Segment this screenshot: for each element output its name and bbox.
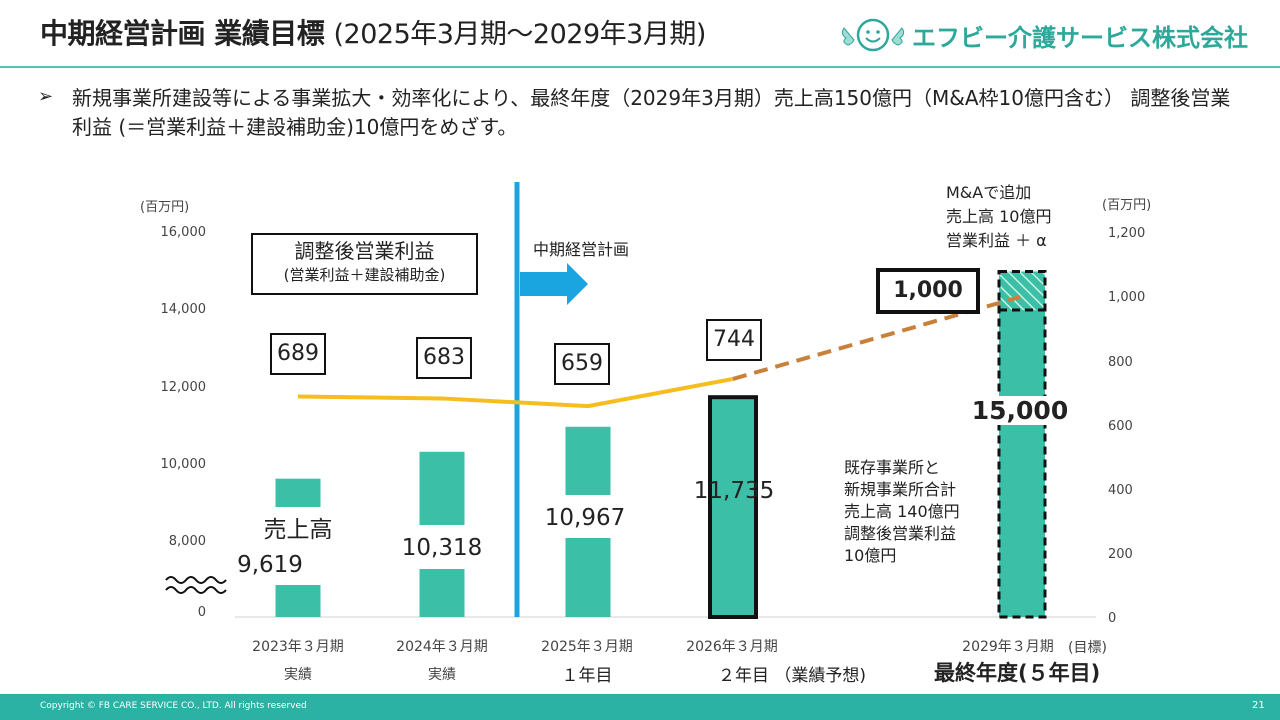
legend-subtitle: (営業利益＋建設補助金) bbox=[283, 266, 446, 284]
sales-series-label: 売上高 bbox=[263, 517, 333, 543]
category-sublabel: ２年目 （業績予想) bbox=[717, 666, 867, 686]
sales-value-label: 10,967 bbox=[544, 505, 626, 531]
forecast-bar-outline bbox=[708, 395, 758, 620]
page-title-main: 中期経営計画 業績目標 bbox=[40, 17, 325, 50]
axis-break-squiggle bbox=[165, 586, 227, 594]
bullet-icon: ➢ bbox=[38, 86, 54, 107]
sales-bar bbox=[997, 270, 1047, 619]
page-number: 21 bbox=[1252, 700, 1265, 711]
ma-note: M&Aで追加 売上高 10億円 営業利益 ＋ α bbox=[946, 181, 1051, 253]
profit-line bbox=[297, 376, 734, 409]
category-label: 2023年３月期 bbox=[252, 639, 344, 655]
left-tick-label: 12,000 bbox=[160, 380, 207, 395]
company-logo: エフビー介護サービス株式会社 bbox=[838, 14, 1258, 54]
profit-value-label: 683 bbox=[416, 337, 472, 379]
sales-value-label: 11,735 bbox=[693, 478, 775, 504]
sales-value-label: 10,318 bbox=[401, 535, 483, 561]
profit-value-label: 689 bbox=[270, 333, 326, 375]
right-tick-label: 1,200 bbox=[1108, 226, 1146, 241]
target-profit-label: 1,000 bbox=[876, 268, 980, 314]
ma-note-line: M&Aで追加 bbox=[946, 183, 1032, 202]
right-tick-label: 800 bbox=[1108, 355, 1133, 370]
existing-note-line: 売上高 140億円 bbox=[844, 502, 960, 521]
angel-smiley-logo-icon bbox=[841, 18, 905, 52]
right-tick-label: 1,000 bbox=[1108, 290, 1146, 305]
sales-bar bbox=[564, 426, 612, 617]
category-label: 2026年３月期 bbox=[686, 639, 778, 655]
profit-value-label: 744 bbox=[706, 319, 762, 361]
left-tick-label: 10,000 bbox=[160, 457, 207, 472]
left-axis-unit: (百万円) bbox=[140, 200, 190, 215]
page-title-sub: (2025年3月期〜2029年3月期) bbox=[333, 19, 707, 50]
category-label: 2024年３月期 bbox=[396, 639, 488, 655]
right-axis-unit: (百万円) bbox=[1102, 198, 1152, 213]
axis-break-squiggle bbox=[165, 576, 227, 584]
category-sublabel: 実績 bbox=[428, 667, 456, 683]
left-tick-label: 14,000 bbox=[160, 302, 207, 317]
existing-note-line: 既存事業所と bbox=[844, 458, 941, 477]
sales-bar bbox=[708, 395, 758, 620]
existing-note-line: 調整後営業利益 bbox=[844, 524, 957, 543]
ma-portion-bar bbox=[999, 271, 1045, 310]
footer-bar bbox=[0, 694, 1280, 720]
category-sublabel: 実績 bbox=[284, 667, 312, 683]
target-sales-label: 15,000 bbox=[960, 396, 1080, 425]
left-tick-label: 8,000 bbox=[168, 534, 206, 549]
profit-value-label: 659 bbox=[554, 343, 610, 385]
left-tick-label: 16,000 bbox=[160, 225, 207, 240]
ma-note-line: 営業利益 ＋ α bbox=[946, 231, 1047, 250]
category-sublabel: １年目 bbox=[561, 666, 613, 686]
category-label: 2025年３月期 bbox=[541, 639, 633, 655]
sales-bar bbox=[274, 478, 322, 617]
bar-label-gap bbox=[274, 507, 322, 585]
bar-label-gap bbox=[564, 495, 612, 538]
existing-note-line: 10億円 bbox=[844, 546, 897, 565]
legend-title: 調整後営業利益 bbox=[294, 239, 435, 263]
right-tick-label: 400 bbox=[1108, 483, 1133, 498]
ma-note-line: 売上高 10億円 bbox=[946, 207, 1052, 226]
sales-bar-rect bbox=[710, 397, 756, 617]
sales-value-label: 9,619 bbox=[237, 552, 303, 578]
sales-bar-rect bbox=[999, 310, 1045, 617]
plan-arrow-icon bbox=[520, 263, 588, 305]
copyright-text: Copyright © FB CARE SERVICE CO., LTD. Al… bbox=[40, 701, 307, 711]
target-tag: (目標) bbox=[1068, 640, 1107, 656]
existing-note-line: 新規事業所合計 bbox=[844, 480, 957, 499]
category-label: 2029年３月期 bbox=[962, 639, 1054, 655]
page-title: 中期経営計画 業績目標 (2025年3月期〜2029年3月期) bbox=[40, 12, 706, 52]
company-name: エフビー介護サービス株式会社 bbox=[912, 24, 1248, 52]
existing-note: 既存事業所と 新規事業所合計 売上高 140億円 調整後営業利益 10億円 bbox=[844, 457, 960, 567]
sales-bar bbox=[418, 451, 466, 617]
left-tick-label: 0 bbox=[197, 605, 206, 620]
right-tick-label: 600 bbox=[1108, 419, 1133, 434]
right-tick-label: 200 bbox=[1108, 547, 1133, 562]
right-tick-label: 0 bbox=[1108, 611, 1117, 626]
bar-label-gap bbox=[418, 525, 466, 569]
title-divider bbox=[0, 66, 1280, 68]
profit-legend-box: 調整後営業利益 (営業利益＋建設補助金) bbox=[251, 233, 478, 295]
final-year-label: 最終年度(５年目) bbox=[934, 661, 1101, 685]
lead-text: 新規事業所建設等による事業拡大・効率化により、最終年度（2029年3月期）売上高… bbox=[72, 86, 1231, 139]
plan-label: 中期経営計画 bbox=[533, 240, 630, 259]
